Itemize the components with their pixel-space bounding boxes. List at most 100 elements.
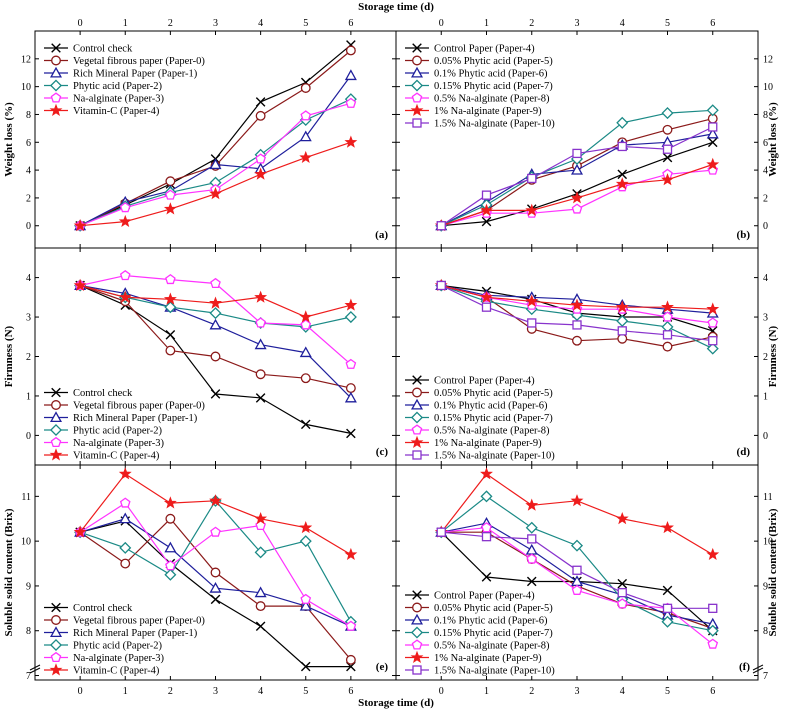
data-point-p1	[209, 581, 222, 593]
data-point-p4	[344, 547, 358, 561]
legend-marker	[412, 387, 422, 398]
data-point-p6	[525, 543, 538, 555]
legend-label: 1.5% Na-alginate (Paper-10)	[434, 666, 555, 677]
x-tick-label-top: 1	[123, 18, 128, 29]
data-point-p4	[209, 186, 222, 200]
data-point-control	[662, 152, 673, 163]
x-tick-label-top: 2	[529, 18, 534, 29]
legend-marker	[49, 66, 63, 78]
legend-label: 0.5% Na-alginate (Paper-8)	[434, 94, 550, 105]
legend-entry: 1.5% Na-alginate (Paper-10)	[405, 665, 555, 677]
data-point-p3	[255, 153, 266, 164]
legend-entry: Na-alginate (Paper-3)	[44, 92, 165, 105]
y-tick-label: 1	[26, 391, 31, 402]
data-point-p9	[525, 294, 539, 307]
data-point-p0	[165, 176, 176, 187]
data-point-p8	[481, 522, 492, 533]
data-point-control	[165, 330, 176, 340]
x-tick-label-bottom: 0	[78, 686, 83, 697]
data-point-p4	[299, 520, 313, 534]
y-tick-label: 10	[763, 82, 773, 93]
data-point-p9	[525, 498, 539, 511]
legend-label: 0.1% Phytic acid (Paper-6)	[434, 616, 548, 627]
y-tick-label: 12	[21, 54, 31, 65]
legend-marker	[50, 651, 62, 663]
panel-f: 0 1 2 3 4 5 6 7 8 9 10 11 Soluble solid content (Bri…	[395, 464, 779, 697]
y-tick-label: 2	[763, 193, 768, 204]
data-point-p0	[345, 654, 356, 665]
legend-marker	[410, 398, 424, 410]
legend-marker	[51, 400, 61, 410]
legend-entry: 0.15% Phytic acid (Paper-7)	[405, 79, 553, 92]
x-tick-label-bottom: 4	[258, 686, 263, 697]
y-tick-label: 2	[26, 193, 31, 204]
legend-label: 0.15% Phytic acid (Paper-7)	[434, 81, 553, 92]
data-point-p4	[254, 290, 268, 303]
data-point-control	[526, 576, 537, 587]
data-point-p0	[345, 383, 356, 394]
data-point-p10	[662, 603, 673, 613]
legend-marker	[411, 639, 423, 650]
data-point-p2	[254, 546, 267, 559]
data-point-p1	[254, 586, 267, 598]
legend-label: 0.05% Phytic acid (Paper-5)	[434, 56, 553, 67]
panel-label: (c)	[376, 446, 389, 458]
data-point-p4	[73, 218, 87, 232]
legend-label: 0.05% Phytic acid (Paper-5)	[434, 388, 553, 399]
y-tick-label: 4	[26, 273, 31, 284]
panel-label: (a)	[375, 229, 388, 241]
data-point-p10	[527, 318, 537, 328]
legend-marker	[50, 92, 62, 103]
legend-label: Na-alginate (Paper-3)	[73, 653, 165, 664]
data-point-p10	[481, 302, 492, 312]
legend-label: Control Paper (Paper-4)	[434, 376, 535, 387]
y-tick-label: 6	[26, 138, 31, 149]
data-point-p9	[615, 300, 629, 313]
legend-label: 1% Na-alginate (Paper-9)	[434, 438, 542, 449]
data-point-p2	[209, 307, 222, 320]
y-tick-label: 1	[763, 391, 768, 402]
data-point-p10	[708, 336, 718, 346]
y-tick-label: 11	[763, 492, 773, 503]
panel-c: 0 1 2 3 4 Firmness (N) Control check Vegetal fi…	[3, 247, 397, 466]
data-point-p9	[480, 290, 493, 303]
y-tick-label: 3	[763, 313, 768, 324]
legend-entry: Control Paper (Paper-4)	[405, 590, 535, 602]
legend-entry: Rich Mineral Paper (Paper-1)	[44, 626, 198, 639]
data-point-p4	[73, 525, 87, 538]
data-point-p3	[119, 497, 131, 508]
y-tick-label: 3	[26, 313, 31, 324]
legend-entry: Vitamin-C (Paper-4)	[44, 448, 160, 462]
legend-label: Control Paper (Paper-4)	[434, 591, 535, 602]
legend-entry: 0.5% Na-alginate (Paper-8)	[405, 92, 550, 105]
legend-entry: Rich Mineral Paper (Paper-1)	[44, 66, 198, 80]
data-point-p10	[662, 144, 673, 154]
y-axis-label: Weight loss (%)	[767, 102, 779, 177]
legend-marker	[49, 103, 63, 116]
legend-label: 0.5% Na-alginate (Paper-8)	[434, 426, 550, 437]
legend-entry: Vegetal fibrous paper (Paper-0)	[44, 55, 205, 67]
legend-entry: 1% Na-alginate (Paper-9)	[405, 650, 542, 664]
legend-marker	[50, 436, 62, 448]
y-tick-label: 4	[26, 166, 31, 177]
legend-marker	[412, 55, 422, 66]
legend-marker	[412, 590, 422, 600]
y-axis-label: Firmness (N)	[767, 325, 779, 387]
axis-break-mark	[752, 664, 764, 674]
data-point-p4	[118, 467, 132, 480]
data-point-p10	[617, 326, 627, 336]
data-point-p10	[436, 527, 446, 537]
data-point-p10	[662, 330, 673, 340]
y-tick-label: 8	[26, 626, 31, 637]
data-point-p4	[254, 511, 268, 525]
legend-marker	[49, 411, 63, 423]
data-point-p3	[255, 317, 266, 328]
data-point-p9	[570, 298, 584, 311]
x-tick-label-top: 6	[348, 18, 353, 29]
data-point-p3	[119, 202, 131, 213]
legend-entry: 0.5% Na-alginate (Paper-8)	[405, 639, 550, 652]
legend-entry: 0.1% Phytic acid (Paper-6)	[405, 613, 548, 627]
data-point-p10	[481, 190, 492, 200]
